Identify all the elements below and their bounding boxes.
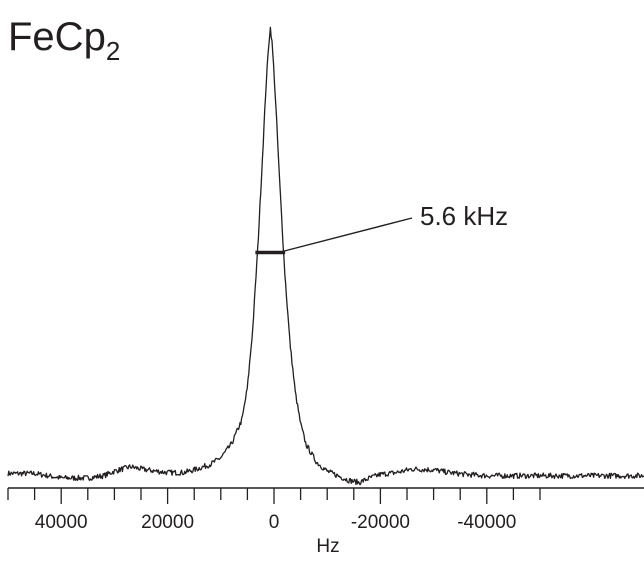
chart-title-subscript: 2 bbox=[106, 36, 120, 66]
x-axis: 40000 20000 0 -20000 -40000 bbox=[7, 487, 644, 533]
chart-title: FeCp2 bbox=[8, 15, 120, 66]
x-tick-label: -40000 bbox=[457, 512, 516, 533]
chart-title-text: FeCp bbox=[8, 15, 106, 59]
x-tick-label: 20000 bbox=[141, 512, 194, 533]
x-tick-label: 40000 bbox=[35, 512, 88, 533]
svg-text:FeCp2: FeCp2 bbox=[8, 15, 120, 66]
spectrum-series-line bbox=[7, 26, 644, 486]
x-tick-label: 0 bbox=[269, 512, 280, 533]
plot-area bbox=[7, 26, 644, 486]
x-tick-label: -20000 bbox=[351, 512, 410, 533]
x-axis-label: Hz bbox=[316, 536, 339, 557]
fwhm-annotation: 5.6 kHz bbox=[255, 201, 508, 255]
fwhm-leader-line bbox=[278, 217, 413, 254]
fwhm-label: 5.6 kHz bbox=[420, 201, 508, 231]
